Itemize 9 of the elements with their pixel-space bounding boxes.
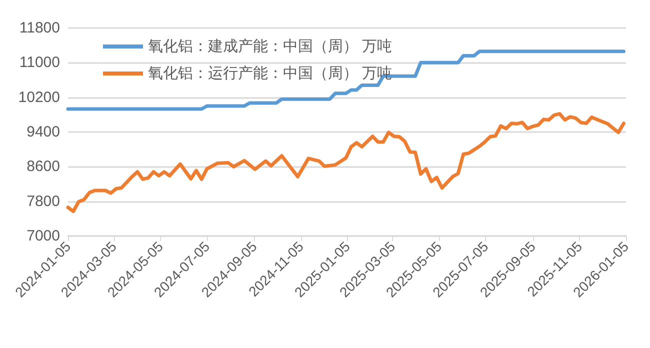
y-tick-label: 10200 xyxy=(18,88,60,106)
legend-label: 氧化铝：建成产能：中国（周） 万吨 xyxy=(148,38,392,55)
y-tick-label: 11000 xyxy=(19,54,60,72)
y-tick-label: 7800 xyxy=(26,192,60,210)
y-tick-label: 9400 xyxy=(26,124,60,140)
y-tick-label: 7000 xyxy=(26,228,60,244)
y-tick-label: 11800 xyxy=(19,20,60,36)
y-tick-label: 8600 xyxy=(26,158,60,176)
line-series xyxy=(66,112,626,214)
